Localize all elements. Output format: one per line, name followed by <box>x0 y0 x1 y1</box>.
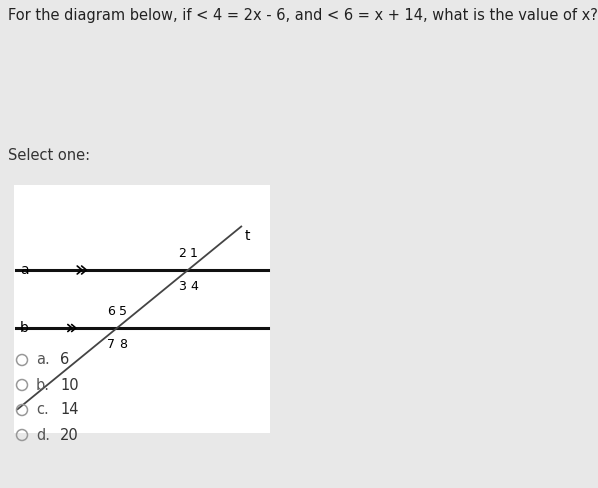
Text: Select one:: Select one: <box>8 148 90 163</box>
Text: 14: 14 <box>60 403 78 418</box>
Text: 7: 7 <box>107 338 115 351</box>
Text: 8: 8 <box>119 338 127 351</box>
Text: 2: 2 <box>178 247 186 260</box>
Text: d.: d. <box>36 427 50 443</box>
Text: 10: 10 <box>60 378 78 392</box>
Text: 1: 1 <box>190 247 198 260</box>
Text: t: t <box>244 228 250 243</box>
Text: For the diagram below, if < 4 = 2x - 6, and < 6 = x + 14, what is the value of x: For the diagram below, if < 4 = 2x - 6, … <box>8 8 598 23</box>
Text: 20: 20 <box>60 427 79 443</box>
Text: 5: 5 <box>119 305 127 318</box>
Text: b: b <box>20 321 29 335</box>
Text: b.: b. <box>36 378 50 392</box>
Text: 4: 4 <box>190 280 198 293</box>
Text: a: a <box>20 263 29 277</box>
Text: 6: 6 <box>107 305 115 318</box>
Text: 3: 3 <box>178 280 186 293</box>
Text: 6: 6 <box>60 352 69 367</box>
Text: c.: c. <box>36 403 49 418</box>
Text: a.: a. <box>36 352 50 367</box>
Bar <box>14 185 270 433</box>
